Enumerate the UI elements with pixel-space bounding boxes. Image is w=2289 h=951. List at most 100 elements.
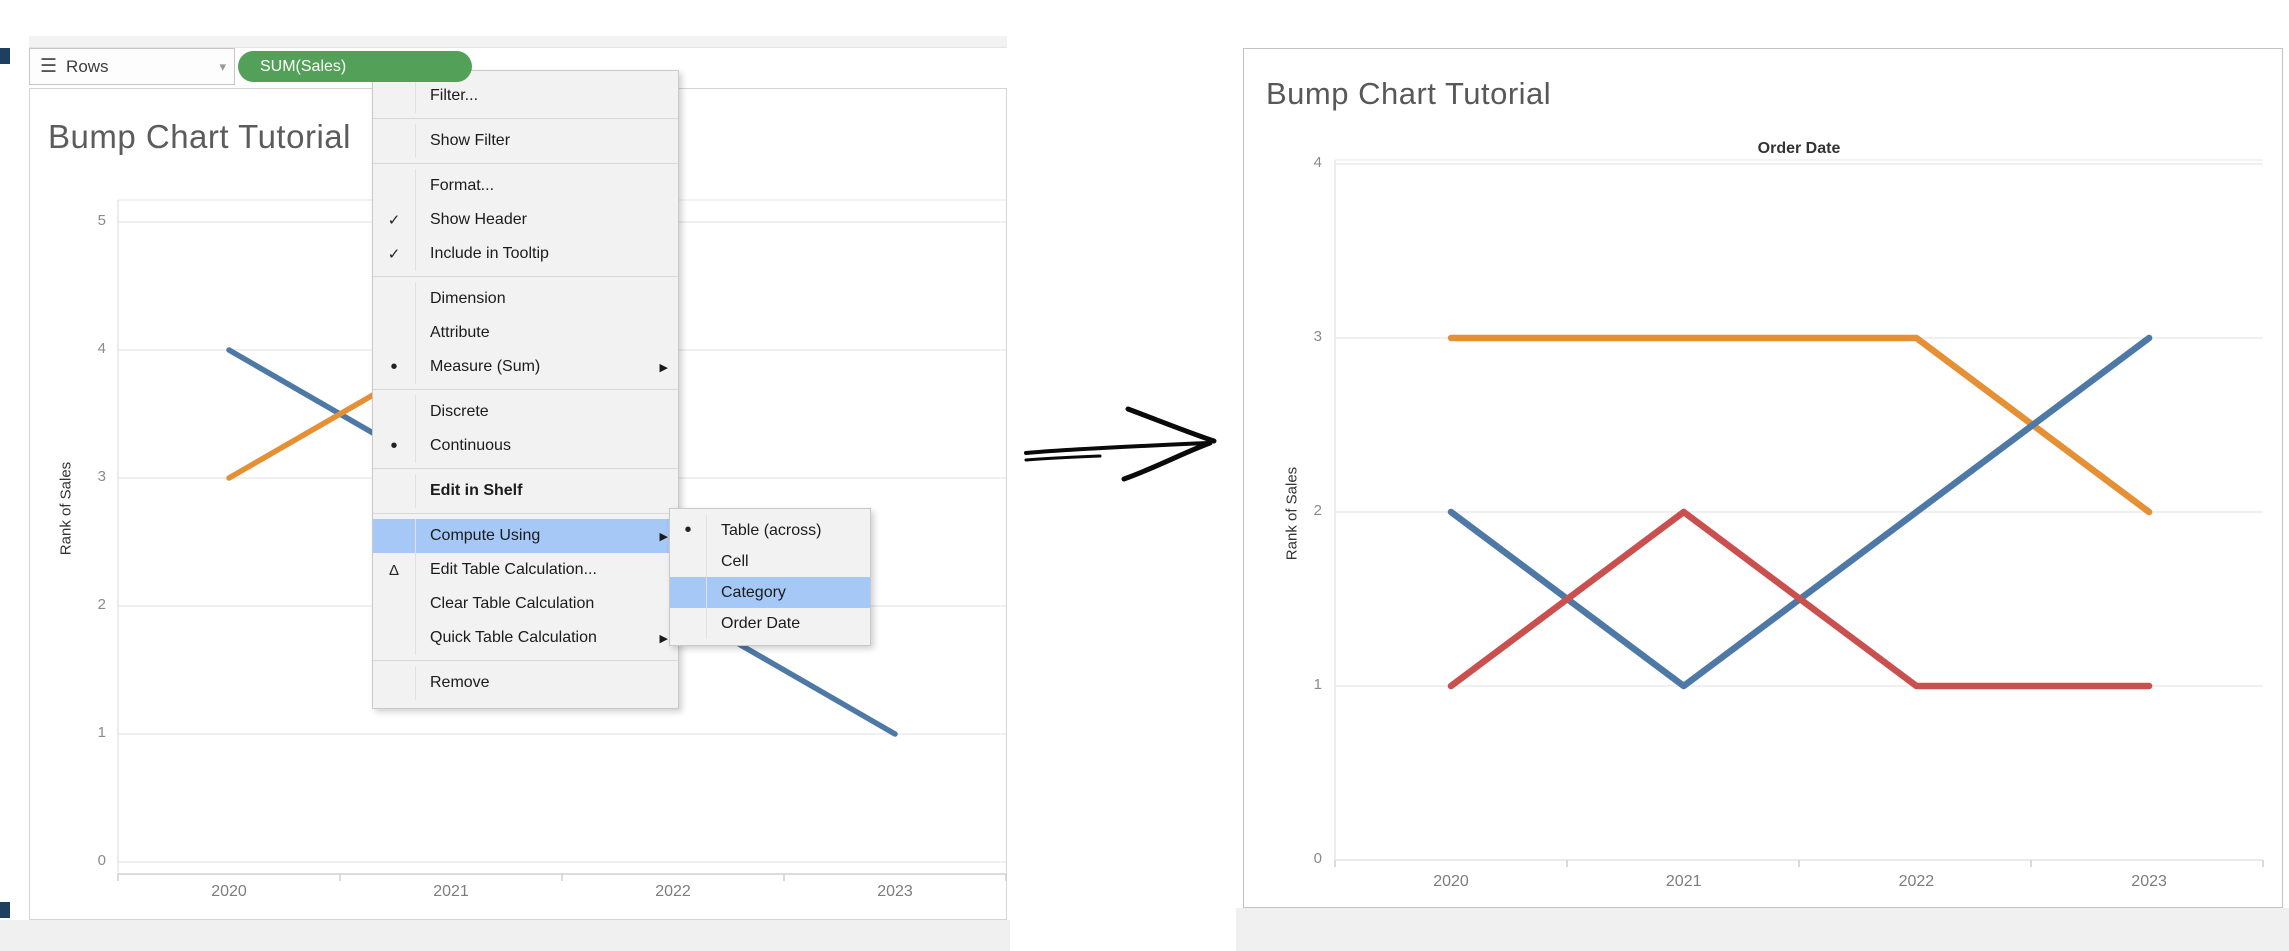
menu-gutter (373, 169, 416, 203)
menu-item-edit-table-calculation[interactable]: Δ Edit Table Calculation... (373, 553, 678, 587)
delta-table-calc-icon: Δ (373, 553, 416, 587)
menu-separator (373, 660, 678, 661)
menu-item-label: Table (across) (721, 521, 822, 539)
menu-item-table-across[interactable]: • Table (across) (670, 515, 870, 546)
menu-item-continuous[interactable]: • Continuous (373, 429, 678, 463)
menu-item-clear-table-calculation[interactable]: Clear Table Calculation (373, 587, 678, 621)
submenu-arrow-icon: ▶ (659, 632, 668, 645)
left-panel-footer-strip (0, 920, 1010, 951)
menu-item-label: Include in Tooltip (430, 245, 549, 262)
checkmark-icon: ✓ (373, 237, 416, 271)
menu-item-label: Cell (721, 552, 749, 570)
rows-shelf[interactable]: ☰ Rows ▾ (29, 48, 235, 85)
menu-item-show-filter[interactable]: Show Filter (373, 124, 678, 158)
menu-gutter (373, 124, 416, 158)
menu-separator (373, 468, 678, 469)
menu-item-cell[interactable]: Cell (670, 546, 870, 577)
left-x-tick-label-2020: 2020 (211, 883, 247, 900)
hand-drawn-arrow-icon (1024, 406, 1217, 482)
menu-item-label: Order Date (721, 614, 801, 632)
menu-gutter (373, 474, 416, 508)
menu-separator (373, 389, 678, 390)
menu-item-label: Edit Table Calculation... (430, 561, 597, 578)
menu-gutter (670, 546, 707, 577)
right-y-tick-label-3: 3 (1313, 328, 1322, 345)
menu-gutter (373, 587, 416, 621)
menu-item-label: Remove (430, 674, 490, 691)
column-header-order-date: Order Date (1757, 140, 1841, 157)
right-line-blue-category[interactable] (1447, 334, 2153, 690)
menu-item-category[interactable]: Category (670, 577, 870, 608)
menu-item-label: Format... (430, 177, 495, 194)
menu-item-show-header[interactable]: ✓ Show Header (373, 203, 678, 237)
pill-label: SUM(Sales) (260, 57, 347, 75)
left-y-tick-label-3: 3 (97, 468, 106, 485)
left-y-tick-label-2: 2 (97, 596, 106, 613)
list-icon: ☰ (40, 56, 58, 77)
right-panel-footer-strip (1236, 908, 2289, 951)
window-edge-fragment-bottom (0, 902, 10, 918)
right-x-tick-label-2021: 2021 (1665, 873, 1702, 890)
menu-item-label: Attribute (430, 324, 490, 341)
menu-separator (373, 276, 678, 277)
menu-item-compute-using[interactable]: Compute Using ▶ (373, 519, 678, 553)
right-x-tick-label-2020: 2020 (1433, 873, 1469, 890)
menu-item-label: Dimension (430, 290, 506, 307)
left-x-tick-label-2022: 2022 (655, 883, 691, 900)
menu-item-label: Discrete (430, 403, 489, 420)
menu-separator (373, 513, 678, 514)
bullet-icon: • (373, 429, 416, 463)
menu-item-include-in-tooltip[interactable]: ✓ Include in Tooltip (373, 237, 678, 271)
right-y-tick-label-0: 0 (1313, 850, 1322, 867)
menu-item-discrete[interactable]: Discrete (373, 395, 678, 429)
right-chart-title: Bump Chart Tutorial (1266, 76, 1552, 111)
menu-gutter (373, 666, 416, 700)
left-y-axis-title: Rank of Sales (57, 461, 75, 556)
menu-item-label: Clear Table Calculation (430, 595, 595, 612)
sum-sales-pill[interactable]: SUM(Sales) (238, 51, 472, 82)
menu-item-edit-in-shelf[interactable]: Edit in Shelf (373, 474, 678, 508)
right-dashboard-panel (1243, 48, 2283, 908)
right-line-orange-category[interactable] (1447, 334, 2153, 516)
menu-separator (373, 118, 678, 119)
menu-item-dimension[interactable]: Dimension (373, 282, 678, 316)
menu-gutter (670, 608, 707, 639)
chevron-down-icon[interactable]: ▾ (219, 58, 226, 74)
menu-gutter (373, 79, 416, 113)
right-x-tick-label-2023: 2023 (2131, 873, 2167, 890)
compute-using-submenu: • Table (across) Cell Category Order Date (669, 508, 871, 646)
right-line-red-category[interactable] (1447, 508, 2153, 690)
bullet-icon: • (670, 515, 707, 546)
menu-item-quick-table-calculation[interactable]: Quick Table Calculation ▶ (373, 621, 678, 655)
menu-item-filter[interactable]: Filter... (373, 79, 678, 113)
menu-item-label: Filter... (430, 87, 479, 104)
menu-item-order-date[interactable]: Order Date (670, 608, 870, 639)
left-x-tick-label-2023: 2023 (877, 883, 913, 900)
menu-separator (373, 163, 678, 164)
right-y-tick-label-4: 4 (1313, 154, 1322, 171)
left-y-tick-label-4: 4 (97, 340, 106, 357)
menu-gutter (373, 282, 416, 316)
menu-gutter (373, 519, 416, 553)
menu-item-label: Continuous (430, 437, 511, 454)
bullet-icon: • (373, 350, 416, 384)
menu-item-label: Show Header (430, 211, 527, 228)
menu-gutter (373, 395, 416, 429)
menu-item-attribute[interactable]: Attribute (373, 316, 678, 350)
right-y-tick-label-2: 2 (1313, 502, 1322, 519)
pill-context-menu: Filter... Show Filter Format... ✓ Show Heade… (372, 70, 679, 709)
menu-item-measure-sum[interactable]: • Measure (Sum) ▶ (373, 350, 678, 384)
left-y-tick-label-0: 0 (97, 852, 106, 869)
window-edge-fragment-top (0, 48, 10, 64)
right-y-tick-label-1: 1 (1313, 676, 1322, 693)
menu-item-remove[interactable]: Remove (373, 666, 678, 700)
menu-item-format[interactable]: Format... (373, 169, 678, 203)
left-y-tick-label-1: 1 (97, 724, 106, 741)
submenu-arrow-icon: ▶ (659, 530, 668, 543)
checkmark-icon: ✓ (373, 203, 416, 237)
left-chart-title: Bump Chart Tutorial (48, 118, 351, 155)
menu-item-label: Measure (Sum) (430, 358, 541, 375)
right-x-tick-label-2022: 2022 (1898, 873, 1935, 890)
